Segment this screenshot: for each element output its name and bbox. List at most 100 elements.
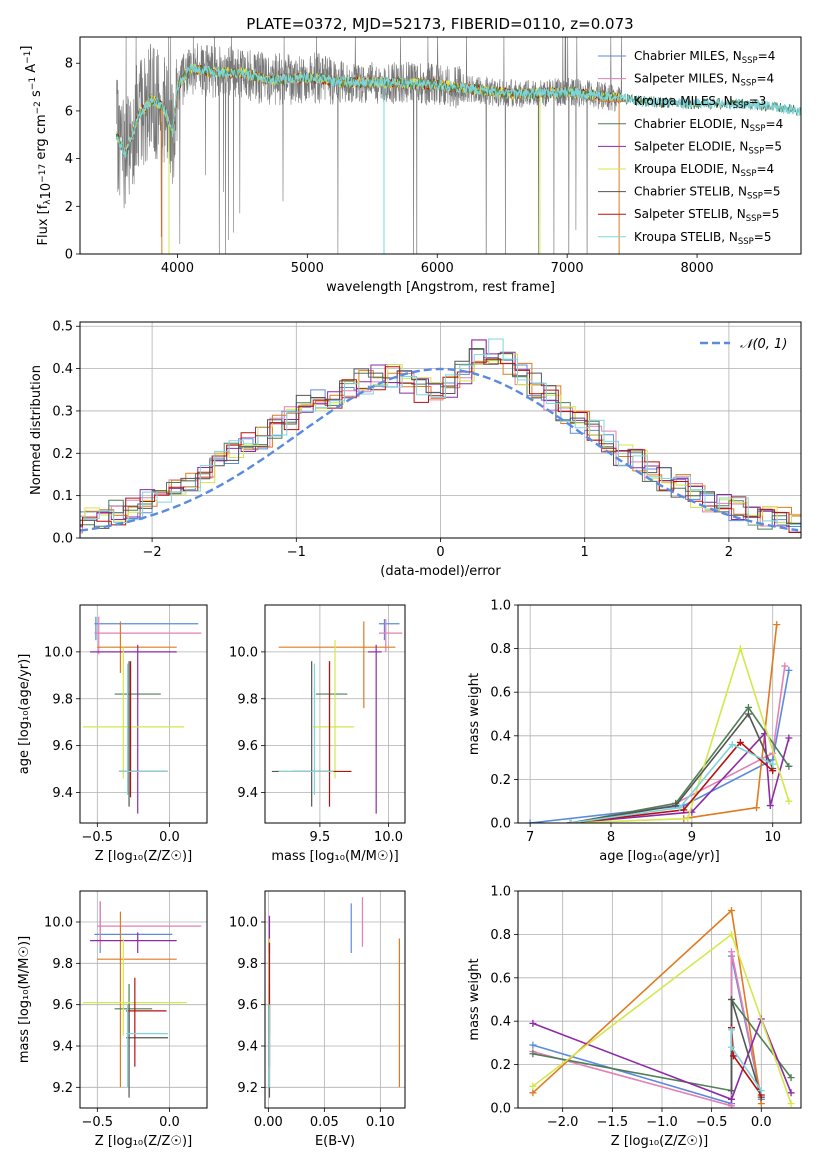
x-tick-label: −0.5: [82, 830, 114, 845]
model-spectrum-kroupa-stelib: [115, 63, 801, 158]
mass-weight-vs-age-plot-area: [526, 621, 793, 823]
legend-count: =5: [762, 207, 780, 221]
spectrum-panel: 4000 5000 6000 7000 8000 0 2 4 6 8 wavelength [Ang…: [19, 36, 802, 295]
y-tick-label: 10.0: [44, 645, 73, 660]
x-tick-label: 0.00: [254, 1115, 283, 1130]
y-tick-label: 0.0: [52, 532, 73, 547]
y-axis-label-part: −2: [33, 101, 43, 114]
legend-label: Chabrier MILES, NSSP=4: [634, 49, 775, 66]
axes-frame: [264, 604, 406, 824]
mass-weight-line-chabrier-miles: [530, 670, 790, 823]
x-axis-label: E(B-V): [315, 1134, 355, 1149]
mass-weight-line-chabrier-stelib: [570, 712, 774, 823]
y-axis-label-part: A: [24, 64, 39, 77]
y-tick-label: 6: [65, 104, 73, 119]
y-tick-label: 9.8: [52, 692, 73, 707]
y-tick-label: 9.6: [52, 739, 73, 754]
legend-label: Chabrier STELIB, NSSP=5: [634, 185, 781, 202]
mass-weight-marker: [744, 710, 752, 718]
mass-weight-marker: [744, 703, 752, 711]
legend-count: =3: [749, 94, 767, 108]
age-vs-mass-plot-area: [271, 619, 403, 814]
legend-subscript: SSP: [741, 169, 757, 179]
x-tick-label: 5000: [291, 261, 324, 276]
y-axis-label: mass weight: [467, 673, 482, 755]
y-axis-label-part: −17: [38, 164, 48, 183]
y-tick-label: 0.2: [490, 773, 511, 788]
mass-weight-line-kroupa-stelib: [570, 743, 774, 823]
mass-weight-line-chabrier-miles: [532, 955, 763, 1105]
y-tick-label: 0.0: [490, 817, 511, 832]
legend-count: =5: [763, 185, 781, 199]
y-tick-label: 9.4: [237, 1040, 258, 1055]
x-axis-label: Z [log₁₀(Z/Z☉)]: [95, 849, 192, 864]
y-tick-label: 10.0: [44, 916, 73, 931]
mass-weight-marker: [736, 645, 744, 653]
mass-weight-marker: [785, 734, 793, 742]
mass-weight-marker: [529, 1089, 537, 1097]
x-tick-label: −0.5: [696, 1115, 728, 1130]
y-tick-label: 0.4: [490, 1015, 511, 1030]
x-tick-label: 0.10: [366, 1115, 395, 1130]
axes-frame: [517, 890, 802, 1109]
axes-frame: [79, 890, 208, 1109]
legend-label: Salpeter MILES, NSSP=4: [634, 72, 774, 89]
mass-weight-marker: [773, 621, 781, 629]
mass-weight-marker: [787, 1089, 795, 1097]
y-tick-label: 4: [65, 152, 73, 167]
y-tick-label: 8: [65, 57, 73, 72]
legend-subscript: SSP: [738, 237, 754, 247]
legend-subscript: SSP: [741, 79, 757, 89]
x-tick-label: 0.0: [751, 1115, 772, 1130]
y-axis-label-part: −1: [23, 51, 33, 64]
y-axis-label-part: ]: [19, 46, 34, 51]
histogram-kroupa-stelib: [80, 338, 801, 526]
legend-count: =5: [754, 230, 772, 244]
y-axis-label-part: 10: [39, 183, 54, 200]
legend-label: Kroupa STELIB, NSSP=5: [634, 230, 772, 247]
x-tick-label: 6000: [421, 261, 454, 276]
mass-weight-marker: [529, 1050, 537, 1058]
legend-count: =4: [766, 117, 784, 131]
y-axis-label-part: erg cm: [34, 114, 49, 163]
legend-label: Chabrier ELODIE, NSSP=4: [634, 117, 783, 134]
model-spectrum-kroupa-miles: [115, 63, 622, 156]
y-tick-label: 9.6: [237, 739, 258, 754]
gaussian-legend-label: 𝒩(0, 1): [740, 337, 787, 352]
x-tick-label: 10: [764, 830, 781, 845]
x-tick-label: 9: [688, 830, 696, 845]
age-vs-Z-plot-area: [82, 616, 202, 814]
mass-weight-marker: [736, 738, 744, 746]
x-tick-label: 0.0: [159, 1115, 180, 1130]
x-tick-label: 4000: [161, 261, 194, 276]
y-tick-label: 9.6: [237, 998, 258, 1013]
x-tick-label: −2.0: [547, 1115, 579, 1130]
x-tick-label: −1.5: [597, 1115, 629, 1130]
x-tick-label: 1: [581, 545, 589, 560]
legend-subscript: SSP: [742, 56, 758, 66]
mass-weight-marker: [785, 797, 793, 805]
y-axis-label-part: s: [29, 90, 44, 101]
legend-subscript: SSP: [748, 146, 764, 156]
y-tick-label: 10.0: [229, 916, 258, 931]
mass-weight-marker: [757, 1087, 765, 1095]
mass-weight-marker: [526, 819, 534, 823]
mass-weight-marker: [676, 804, 684, 812]
mass-weight-marker: [727, 948, 735, 956]
mass-weight-marker: [727, 1087, 735, 1095]
axes-frame: [79, 36, 802, 255]
mass-vs-EBV-panel: 0.00 0.05 0.10 9.2 9.4 9.6 9.8 10.0 E(B-V): [229, 890, 406, 1149]
x-tick-label: −1.0: [646, 1115, 678, 1130]
mass-weight-line-salpeter-stelib: [570, 741, 774, 823]
mass-weight-line-salpeter-elodie: [532, 1016, 792, 1101]
axes-frame: [264, 890, 406, 1109]
x-tick-label: 0.0: [159, 830, 180, 845]
age-vs-mass-panel: 9.5 10.0 9.4 9.6 9.8 10.0 mass [log₁₀(M/M☉)]: [229, 604, 406, 864]
y-axis-label: Normed distribution: [29, 365, 44, 495]
mass-weight-marker: [529, 1041, 537, 1049]
y-tick-label: 9.2: [52, 1081, 73, 1096]
y-tick-label: 9.2: [237, 1081, 258, 1096]
mass-vs-Z-panel: −0.5 0.0 9.2 9.4 9.6 9.8 10.0 Z [log₁₀(Z/Z☉)] ma…: [17, 890, 208, 1149]
mass-weight-vs-Z-panel: −2.0 −1.5 −1.0 −0.5 0.0 0.0 0.2 0.4 0.6 0.8 1.0 Z […: [467, 885, 802, 1149]
